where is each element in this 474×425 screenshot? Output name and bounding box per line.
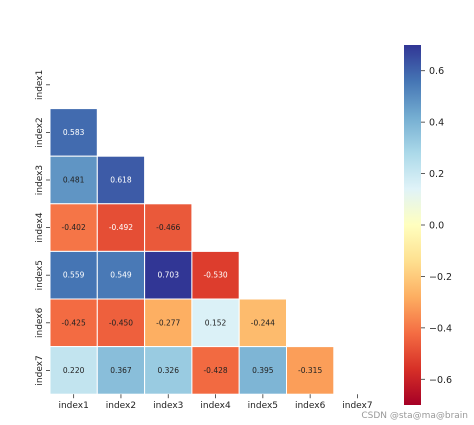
heatmap-cell <box>96 298 146 348</box>
x-tick-label: index7 <box>342 401 372 411</box>
colorbar-tick-label: −0.6 <box>429 375 452 386</box>
colorbar-tick-label: −0.4 <box>429 323 452 334</box>
cell-value-label: 0.481 <box>63 176 85 185</box>
colorbar-tick-label: 0.2 <box>429 169 444 180</box>
cell-value-label: 0.367 <box>110 366 132 375</box>
x-tick-label: index3 <box>153 401 183 411</box>
x-tick-label: index2 <box>106 401 136 411</box>
cell-value-label: 0.395 <box>252 366 274 375</box>
heatmap-cell <box>49 108 98 157</box>
colorbar-tick-label: 0.0 <box>429 221 444 232</box>
heatmap-cell <box>49 155 98 205</box>
heatmap-cell <box>144 346 193 395</box>
y-tick-label: index7 <box>35 355 45 385</box>
cell-value-label: -0.315 <box>298 366 322 375</box>
y-tick-label: index5 <box>35 260 45 290</box>
colorbar-tick-label: 0.6 <box>429 66 444 77</box>
heatmap-cell <box>191 250 240 300</box>
cell-value-label: -0.425 <box>62 318 86 327</box>
heatmap-cell <box>144 203 193 252</box>
cell-value-label: -0.244 <box>251 318 275 327</box>
y-tick-label: index3 <box>35 165 45 195</box>
y-tick-label: index6 <box>35 307 45 338</box>
watermark: CSDN @sta@ma@brain <box>361 411 468 421</box>
y-tick-labels: index1 index2 index3 index4 index5 index6 inde… <box>35 70 50 386</box>
cell-value-label: -0.492 <box>109 223 133 232</box>
heatmap-cell <box>96 250 146 300</box>
x-tick-label: index4 <box>200 401 231 411</box>
cell-value-label: 0.559 <box>63 271 85 280</box>
heatmap-cell <box>96 346 146 395</box>
y-tick-label: index4 <box>35 212 45 243</box>
y-tick-label: index2 <box>35 117 45 147</box>
heatmap-cell <box>238 346 287 395</box>
x-tick-labels: index1 index2 index3 index4 index5 index6 inde… <box>58 394 373 411</box>
cell-value-label: 0.326 <box>158 366 180 375</box>
heatmap-cells: 0.583 0.481 0.618 -0.402 -0.492 -0.466 0.559 0.… <box>49 108 335 395</box>
cell-value-label: 0.549 <box>110 271 132 280</box>
y-tick-label: index1 <box>35 70 45 100</box>
colorbar-tick-label: −0.2 <box>429 272 452 283</box>
cell-value-label: -0.277 <box>156 318 180 327</box>
cell-value-label: -0.428 <box>203 366 227 375</box>
cell-value-label: -0.530 <box>203 271 227 280</box>
colorbar: −0.6 −0.4 −0.2 0.0 0.2 0.4 0.6 <box>404 45 452 405</box>
cell-value-label: -0.450 <box>109 318 133 327</box>
cell-value-label: 0.583 <box>63 128 85 137</box>
cell-value-label: 0.152 <box>205 318 227 327</box>
heatmap-cell <box>191 346 240 395</box>
heatmap-cell <box>191 298 240 348</box>
heatmap-cell <box>286 346 335 395</box>
x-tick-label: index5 <box>248 401 278 411</box>
x-tick-label: index1 <box>58 401 88 411</box>
heatmap-cell <box>96 155 146 205</box>
cell-value-label: -0.466 <box>156 223 180 232</box>
cell-value-label: 0.703 <box>158 271 180 280</box>
colorbar-tick-label: 0.4 <box>429 118 444 129</box>
cell-value-label: 0.618 <box>110 176 132 185</box>
x-tick-label: index6 <box>295 401 326 411</box>
colorbar-gradient <box>404 45 421 405</box>
cell-value-label: -0.402 <box>62 223 86 232</box>
cell-value-label: 0.220 <box>63 366 85 375</box>
